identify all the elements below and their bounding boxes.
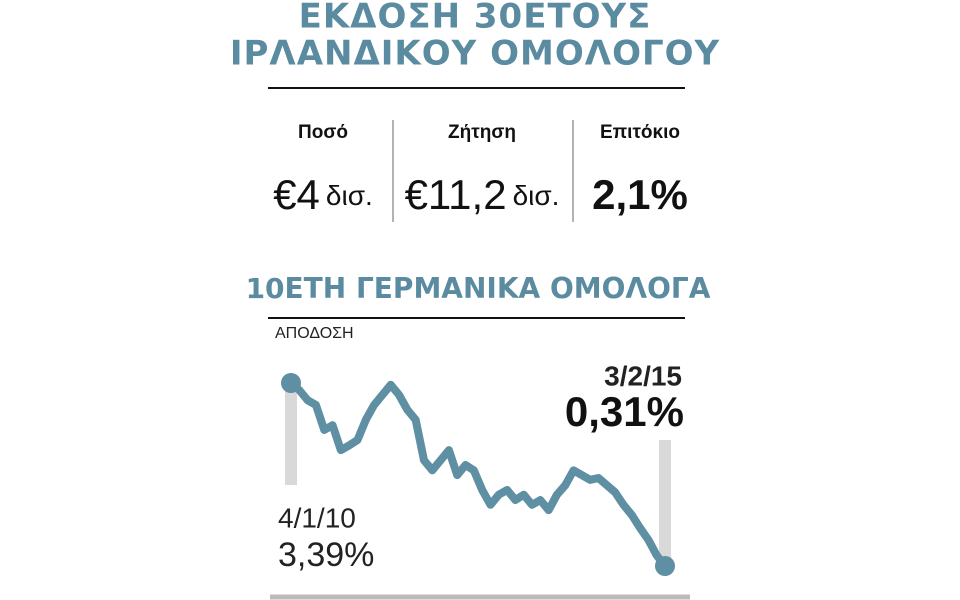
stat-unit: δισ. xyxy=(513,180,560,211)
end-point xyxy=(281,373,301,393)
stat-value: €4 δισ. xyxy=(273,171,373,218)
guide-bar xyxy=(285,383,297,485)
stat-unit: δισ. xyxy=(326,180,373,211)
stat-label: Επιτόκιο xyxy=(600,122,680,143)
title: ΕΚΔΟΣΗ 30ΕΤΟΥΣ xyxy=(299,0,652,37)
stat-label: Ζήτηση xyxy=(448,122,516,143)
stat-number: €11,2 xyxy=(405,171,507,218)
stat-label: Ποσό xyxy=(298,122,348,143)
stat-number: 2,1% xyxy=(592,171,688,218)
data-line xyxy=(288,379,669,569)
value-label: 0,31% xyxy=(565,388,684,435)
chart-title: 10ΕΤΗ ΓΕΡΜΑΝΙΚΑ ΟΜΟΛΟΓΑ xyxy=(246,272,711,305)
stat-value: €11,2 δισ. xyxy=(405,171,560,218)
value-label: 3,39% xyxy=(278,536,374,574)
stat-number: €4 xyxy=(273,171,320,218)
end-point xyxy=(655,556,675,576)
date-label: 4/1/10 xyxy=(278,502,356,533)
date-label: 3/2/15 xyxy=(604,360,682,391)
title: ΙΡΛΑΝΔΙΚΟΥ ΟΜΟΛΟΓΟΥ xyxy=(230,34,720,74)
chart-subtitle: ΑΠΟΔΟΣΗ xyxy=(275,325,354,342)
guide-bar xyxy=(659,440,671,566)
